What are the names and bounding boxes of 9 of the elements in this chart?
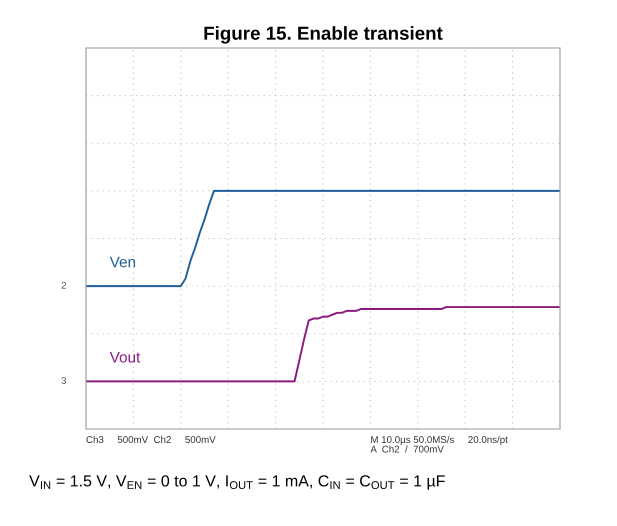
series-label: Ven	[110, 256, 136, 268]
text: Ch3 500mV Ch2 500mV	[86, 436, 216, 444]
chart-title: Figure 15. Enable transient	[204, 26, 443, 44]
text: 3	[62, 377, 66, 384]
text: M 10.0µs 50.0MS/s 20.0ns/pt	[371, 436, 508, 445]
series-label: Vout	[110, 352, 140, 363]
text: 2	[62, 282, 66, 289]
text: V$_{IN}$ = 1.5 V, V$_{EN}$ = 0 to 1 V, I$_{OUT}$ = 1 mA, C$_{IN}$ = C$_{OUT}$ = 1 µF	[29, 475, 445, 490]
text: A Ch2 / 700mV	[370, 445, 444, 453]
